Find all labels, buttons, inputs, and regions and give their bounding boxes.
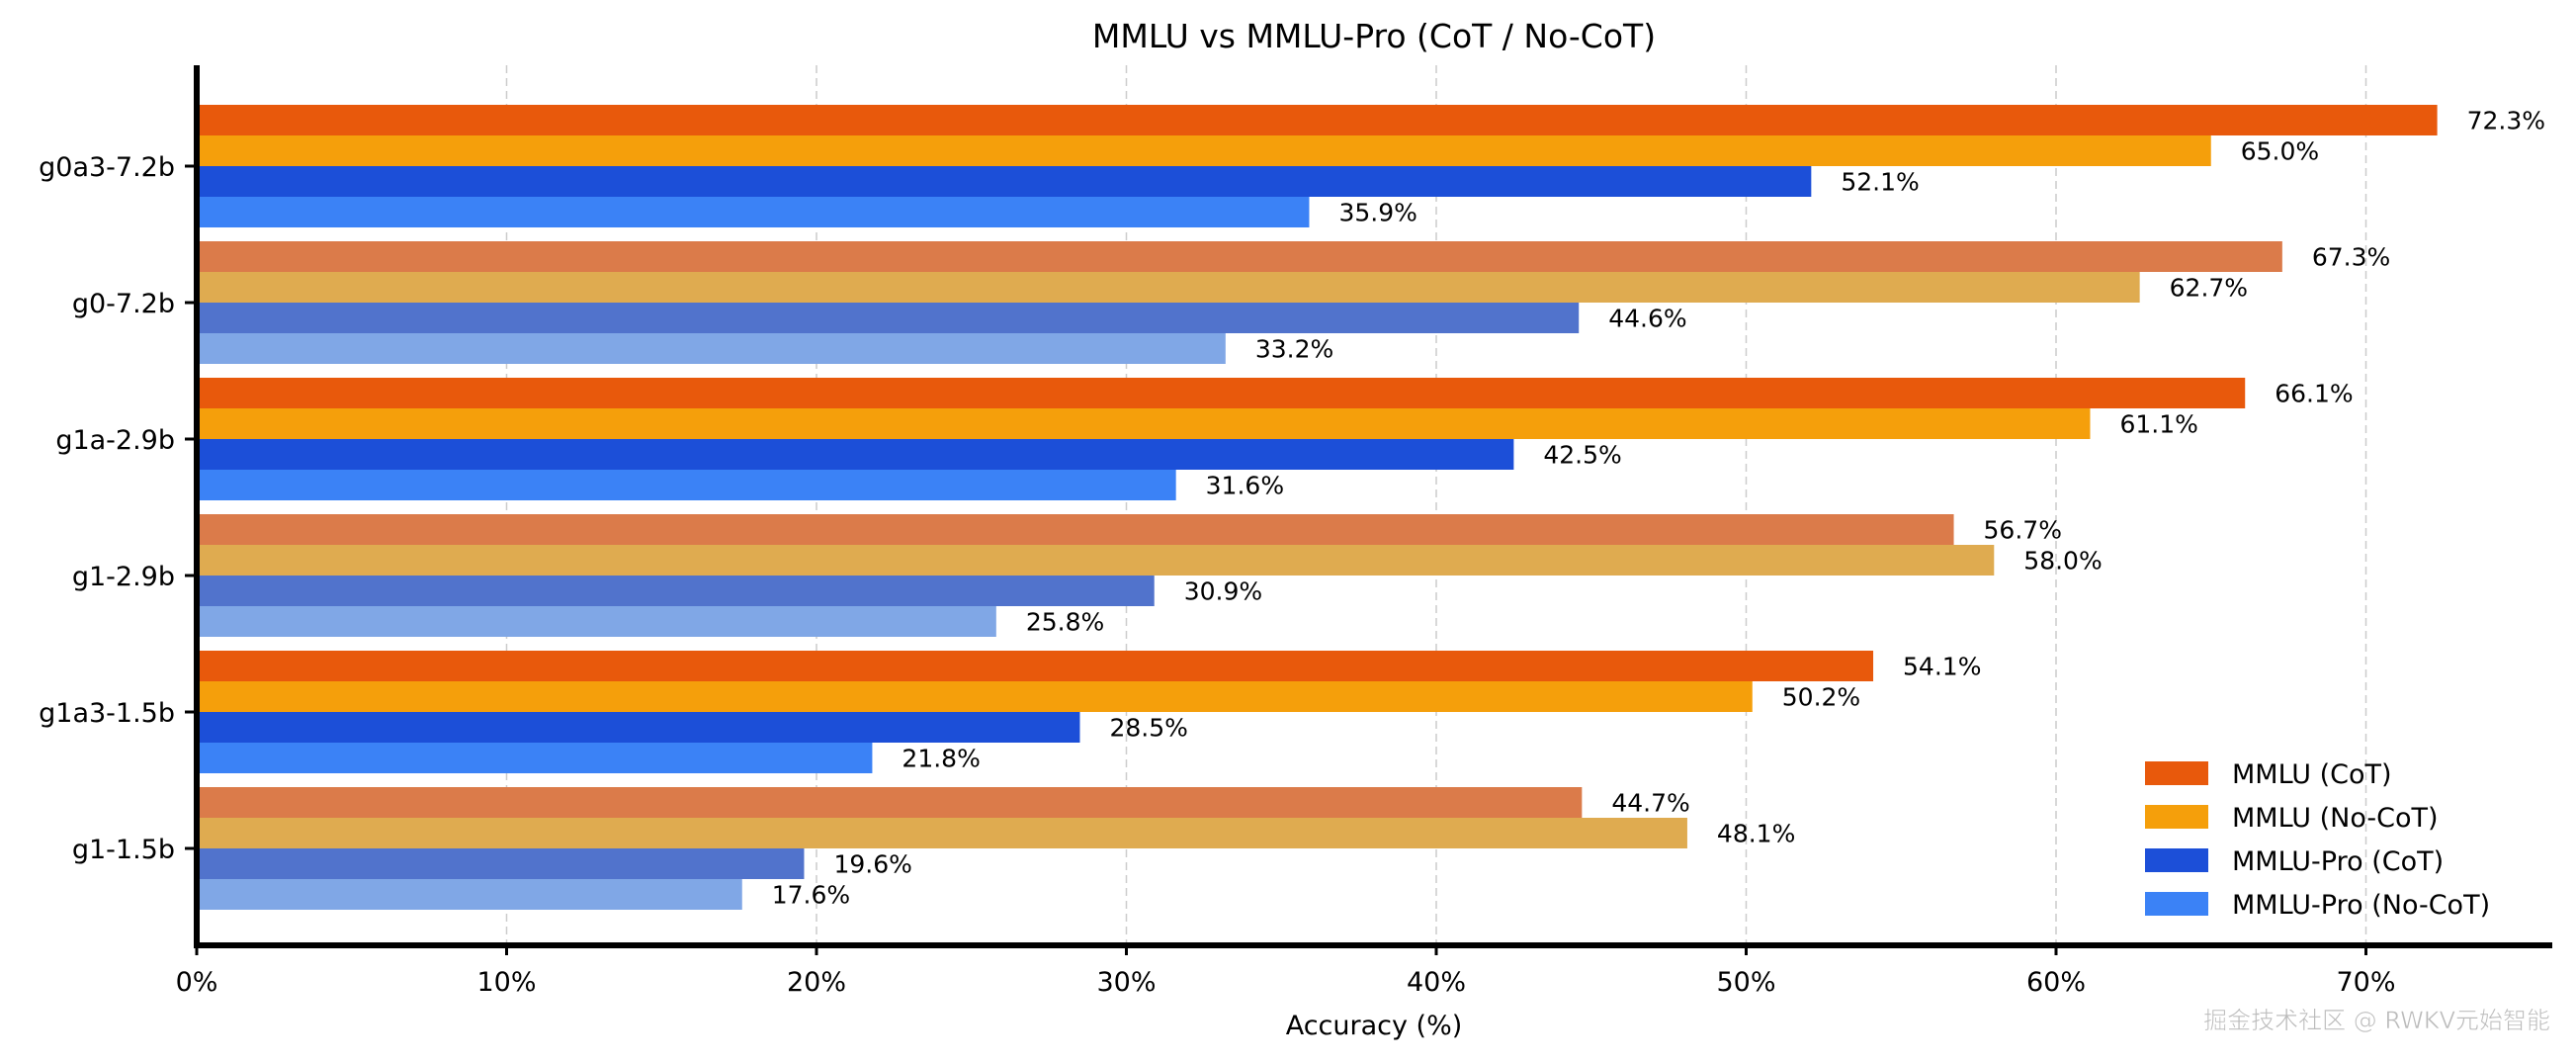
data-label: 58.0%	[2023, 547, 2102, 576]
legend-swatch	[2145, 848, 2208, 872]
data-label: 66.1%	[2275, 380, 2353, 408]
bar	[200, 681, 1753, 712]
bar	[200, 105, 2438, 135]
bar	[200, 197, 1310, 227]
data-label: 33.2%	[1255, 335, 1333, 364]
data-label: 67.3%	[2312, 243, 2390, 272]
bar	[200, 241, 2282, 272]
bar	[200, 606, 996, 637]
data-label: 30.9%	[1184, 577, 1262, 606]
data-label: 61.1%	[2119, 410, 2197, 439]
x-tick-label: 50%	[1716, 967, 1775, 998]
x-tick-label: 30%	[1096, 967, 1156, 998]
data-label: 56.7%	[1984, 516, 2062, 545]
y-tick-label: g1a3-1.5b	[39, 698, 175, 729]
x-tick-label: 10%	[476, 967, 536, 998]
data-label: 17.6%	[772, 881, 850, 910]
bar	[200, 303, 1580, 333]
x-tick-label: 40%	[1407, 967, 1466, 998]
chart-title: MMLU vs MMLU-Pro (CoT / No-CoT)	[1092, 17, 1656, 55]
data-label: 25.8%	[1026, 608, 1104, 637]
legend-swatch	[2145, 892, 2208, 916]
x-axis-label: Accuracy (%)	[1286, 1011, 1463, 1041]
data-label: 42.5%	[1543, 441, 1621, 470]
legend-label: MMLU (No-CoT)	[2232, 803, 2439, 834]
x-tick-label: 0%	[176, 967, 218, 998]
bar	[200, 545, 1995, 576]
bar	[200, 879, 742, 910]
data-label: 21.8%	[902, 745, 980, 773]
y-tick-label: g1a-2.9b	[55, 425, 175, 456]
data-label: 62.7%	[2170, 274, 2248, 303]
bar	[200, 470, 1176, 500]
y-tick-label: g0-7.2b	[72, 289, 175, 319]
bar	[200, 166, 1812, 197]
bar	[200, 378, 2246, 408]
bar	[200, 272, 2140, 303]
bar	[200, 712, 1080, 743]
data-label: 44.6%	[1608, 305, 1686, 333]
bar	[200, 514, 1954, 545]
y-tick-label: g0a3-7.2b	[39, 152, 175, 183]
data-label: 44.7%	[1611, 789, 1689, 818]
x-tick-label: 60%	[2026, 967, 2086, 998]
data-label: 52.1%	[1841, 168, 1919, 197]
bar	[200, 576, 1155, 606]
legend-label: MMLU (CoT)	[2232, 759, 2392, 790]
bar	[200, 787, 1583, 818]
x-tick-label: 20%	[787, 967, 846, 998]
data-label: 19.6%	[833, 850, 911, 879]
data-label: 35.9%	[1338, 199, 1417, 227]
watermark: 掘金技术社区 @ RWKV元始智能	[2203, 1007, 2550, 1034]
data-label: 72.3%	[2467, 107, 2545, 135]
legend-label: MMLU-Pro (CoT)	[2232, 846, 2444, 877]
bar	[200, 408, 2091, 439]
data-label: 65.0%	[2241, 137, 2319, 166]
data-label: 48.1%	[1717, 820, 1795, 848]
data-label: 28.5%	[1109, 714, 1187, 743]
data-label: 50.2%	[1782, 683, 1860, 712]
y-tick-label: g1-2.9b	[72, 562, 175, 592]
bar	[200, 333, 1226, 364]
bar	[200, 439, 1514, 470]
bar	[200, 135, 2211, 166]
y-tick-label: g1-1.5b	[72, 835, 175, 865]
legend-label: MMLU-Pro (No-CoT)	[2232, 890, 2490, 921]
bar	[200, 848, 805, 879]
legend-swatch	[2145, 761, 2208, 785]
x-tick-label: 70%	[2336, 967, 2395, 998]
bar	[200, 743, 873, 773]
legend-swatch	[2145, 805, 2208, 829]
data-label: 31.6%	[1206, 472, 1284, 500]
data-label: 54.1%	[1903, 653, 1981, 681]
bar	[200, 818, 1687, 848]
bar	[200, 651, 1874, 681]
